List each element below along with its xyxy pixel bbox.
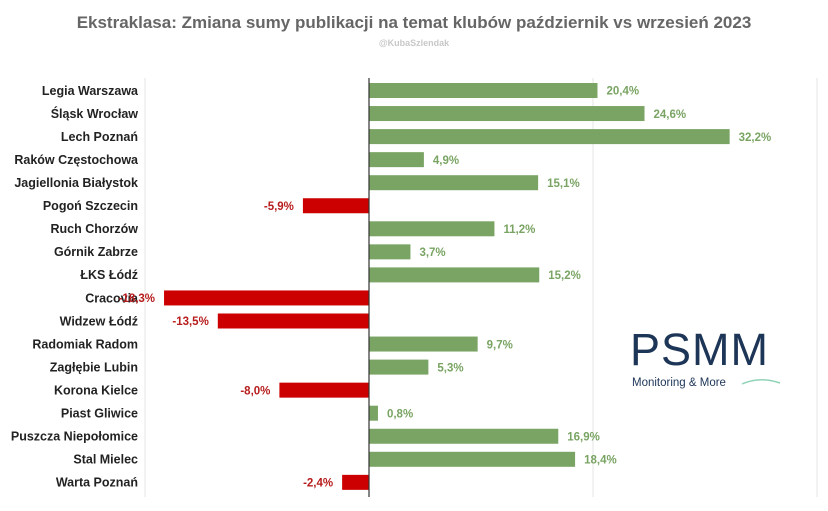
chart-subtitle: @KubaSzlendak [379, 38, 450, 48]
value-label: 15,2% [548, 270, 581, 282]
bar [369, 451, 576, 467]
value-label: 15,1% [547, 178, 580, 190]
value-label: 24,6% [654, 109, 687, 121]
category-label: Jagiellonia Białystok [14, 176, 138, 190]
value-label: 16,9% [567, 431, 600, 443]
category-label: Warta Poznań [56, 476, 138, 490]
bar [369, 359, 429, 375]
value-label: -18,3% [119, 293, 155, 305]
category-label: Śląsk Wrocław [51, 106, 139, 121]
bar [369, 175, 539, 191]
value-label: 32,2% [739, 132, 772, 144]
category-label: Pogoń Szczecin [43, 199, 138, 213]
category-label: Stal Mielec [73, 453, 138, 467]
bar [302, 198, 369, 214]
bar [369, 267, 540, 283]
value-label: 9,7% [487, 339, 513, 351]
value-label: 0,8% [387, 408, 413, 420]
category-label: Widzew Łódź [60, 314, 138, 328]
value-label: -2,4% [303, 478, 333, 490]
category-label: Cracovia [85, 291, 139, 305]
bar [369, 152, 424, 168]
bar [369, 106, 645, 122]
value-label: 3,7% [419, 247, 445, 259]
gridlines [144, 78, 818, 497]
category-label: Górnik Zabrze [54, 245, 138, 259]
category-label: Raków Częstochowa [14, 153, 139, 167]
chart-title: Ekstraklasa: Zmiana sumy publikacji na t… [77, 13, 752, 32]
category-label: Ruch Chorzów [51, 222, 139, 236]
bar [369, 428, 559, 444]
category-label: Legia Warszawa [42, 84, 139, 98]
psmm-logo: PSMM Monitoring & More [630, 324, 781, 389]
bar [369, 83, 598, 98]
logo-tagline: Monitoring & More [632, 377, 726, 389]
category-label: Puszcza Niepołomice [11, 430, 138, 444]
bar [369, 244, 411, 260]
category-label: Lech Poznań [61, 130, 138, 144]
value-label: 18,4% [584, 455, 617, 467]
logo-wordmark: PSMM [630, 324, 769, 375]
value-label: 5,3% [437, 362, 463, 374]
category-labels: Legia Warszawa Śląsk Wrocław Lech Poznań Ra… [11, 84, 139, 490]
value-label: 11,2% [503, 224, 535, 236]
category-label: Korona Kielce [54, 383, 138, 397]
category-label: ŁKS Łódź [80, 268, 138, 282]
value-label: -5,9% [264, 201, 294, 213]
value-labels: 20,4% 24,6% 32,2% 4,9% 15,1% -5,9% 11,2% 3,7% 15… [119, 86, 772, 490]
value-label: 4,9% [433, 155, 459, 167]
value-label: 20,4% [606, 86, 639, 98]
value-label: -8,0% [240, 385, 270, 397]
logo-swoosh-icon [741, 379, 781, 385]
bar [279, 382, 369, 398]
bar [217, 313, 369, 329]
bar [164, 290, 369, 306]
category-label: Radomiak Radom [32, 337, 138, 351]
bars [164, 83, 730, 490]
bar [369, 336, 478, 352]
value-label: -13,5% [172, 316, 208, 328]
bar [342, 474, 369, 490]
category-label: Piast Gliwice [61, 407, 138, 421]
category-label: Zagłębie Lubin [50, 360, 138, 374]
bar [369, 129, 730, 145]
bar [369, 221, 495, 237]
bar [369, 405, 378, 421]
